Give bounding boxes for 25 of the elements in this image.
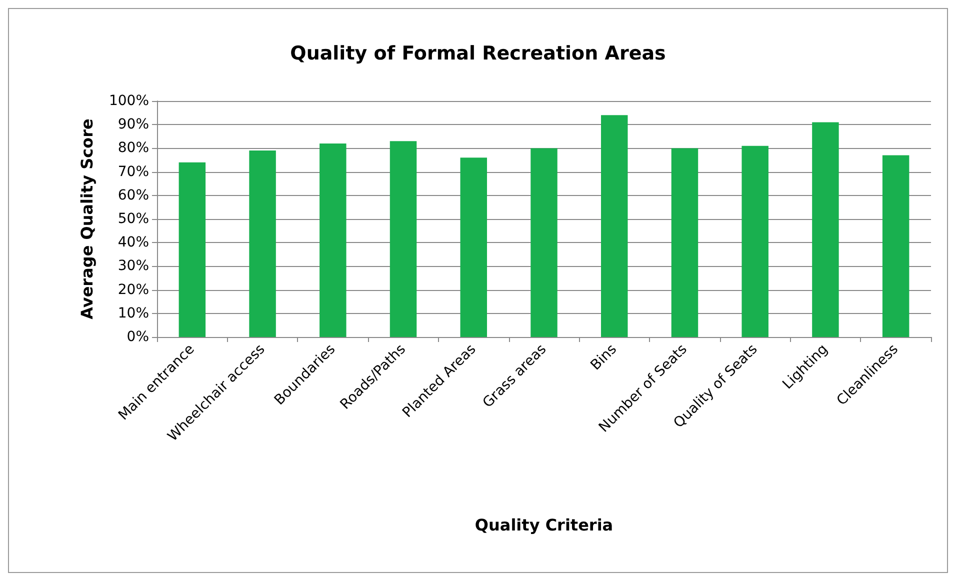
bar	[742, 146, 768, 337]
bar	[460, 158, 488, 337]
bar	[249, 150, 276, 337]
y-tick-label: 20%	[118, 282, 149, 298]
y-axis-title: Average Quality Score	[78, 118, 96, 320]
bar	[600, 115, 628, 337]
chart-title: Quality of Formal Recreation Areas	[290, 42, 666, 64]
bar	[390, 141, 417, 337]
y-tick-label: 80%	[118, 140, 149, 156]
x-axis-title: Quality Criteria	[474, 516, 614, 534]
bar	[530, 148, 558, 337]
y-tick-label: 50%	[118, 211, 149, 227]
y-tick-label: 70%	[118, 164, 149, 180]
bar	[320, 143, 346, 337]
y-tick-label: 40%	[118, 234, 149, 251]
y-tick-label: 10%	[118, 305, 149, 322]
y-tick-label: 60%	[118, 187, 149, 204]
bar	[671, 148, 698, 337]
y-tick-label: 0%	[126, 329, 149, 345]
y-tick-label: 100%	[108, 93, 149, 109]
bar	[178, 162, 206, 337]
y-tick-label: 30%	[118, 258, 149, 274]
bar	[882, 155, 910, 337]
y-tick-label: 90%	[118, 116, 149, 133]
bar	[812, 122, 839, 337]
